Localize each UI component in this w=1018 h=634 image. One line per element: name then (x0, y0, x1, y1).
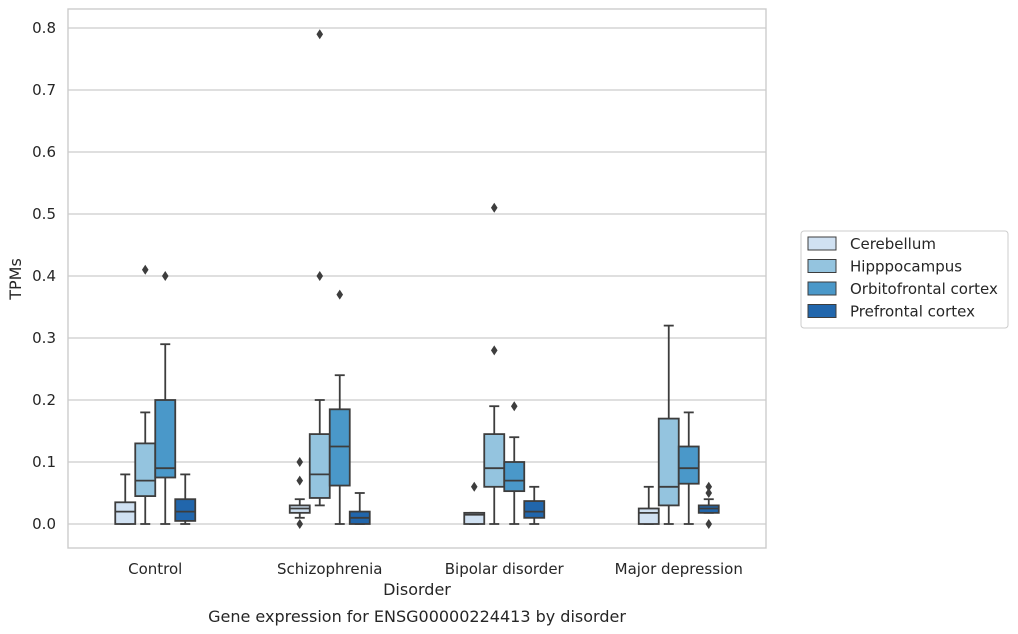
plot-frame (67, 8, 767, 549)
legend-swatch (807, 259, 837, 273)
outlier-point (470, 481, 478, 492)
outlier-point (510, 401, 518, 412)
box-1-0 (134, 264, 157, 525)
box-2-0 (154, 271, 177, 525)
box-3-2 (523, 485, 546, 525)
y-tick-label: 0.0 (32, 515, 56, 533)
box-iqr (114, 501, 137, 525)
legend-label: Prefrontal cortex (850, 303, 975, 321)
outlier-point (296, 475, 304, 486)
y-tick-label: 0.1 (32, 453, 56, 471)
outlier-point (316, 29, 324, 40)
grid-lines (68, 27, 766, 525)
y-tick-label: 0.5 (32, 205, 56, 223)
legend-label: Orbitofrontal cortex (850, 280, 998, 298)
x-tick-label: Bipolar disorder (445, 560, 565, 578)
box-iqr (483, 433, 506, 488)
legend-label: Hipppocampus (850, 258, 962, 276)
box-iqr (503, 461, 526, 493)
outlier-point (705, 519, 713, 529)
legend-swatch (807, 281, 837, 296)
outlier-point (705, 481, 713, 492)
y-tick-label: 0.6 (32, 143, 56, 161)
y-tick-label: 0.4 (32, 267, 56, 285)
box-3-0 (174, 473, 197, 525)
box-iqr (463, 511, 486, 525)
box-1-3 (657, 324, 680, 525)
outlier-point (296, 457, 304, 467)
box-1-2 (483, 202, 506, 525)
x-axis-label: Disorder (383, 580, 451, 599)
outlier-point (490, 345, 498, 356)
y-tick-label: 0.3 (32, 329, 56, 347)
y-tick-label: 0.2 (32, 391, 56, 409)
boxes-layer (114, 29, 720, 529)
box-iqr (154, 399, 177, 479)
box-0-3 (637, 485, 660, 525)
outlier-point (316, 271, 324, 281)
outlier-point (336, 289, 344, 300)
outlier-point (705, 488, 713, 498)
legend-swatch (807, 236, 837, 251)
box-iqr (308, 433, 331, 499)
box-iqr (677, 445, 700, 485)
box-2-1 (328, 289, 351, 525)
y-tick-label: 0.7 (32, 81, 56, 99)
box-0-0 (114, 473, 137, 525)
box-0-2 (463, 481, 486, 525)
outlier-point (296, 519, 304, 529)
box-iqr (523, 500, 546, 519)
y-axis-label: TPMs (6, 258, 25, 301)
legend: Cerebellum Hipppocampus Orbitofrontal cort… (800, 230, 1009, 329)
box-0-1 (288, 457, 311, 529)
legend-frame (800, 230, 1009, 329)
x-tick-label: Control (128, 560, 182, 578)
outlier-point (161, 271, 169, 281)
y-tick-label: 0.8 (32, 19, 56, 37)
box-2-2 (503, 401, 526, 525)
box-3-1 (348, 492, 371, 525)
figure-caption: Gene expression for ENSG00000224413 by d… (208, 607, 626, 626)
legend-swatch (807, 304, 837, 318)
outlier-point (141, 264, 149, 275)
box-iqr (657, 417, 680, 507)
box-iqr (174, 498, 197, 522)
box-iqr (328, 408, 351, 487)
y-tick-labels: 0.0 0.1 0.2 0.3 0.4 0.5 0.6 0.7 0.8 (32, 19, 56, 533)
x-tick-label: Major depression (615, 560, 743, 578)
box-3-3 (697, 481, 720, 529)
box-2-3 (677, 411, 700, 525)
x-tick-labels: Control Schizophrenia Bipolar disorder Majo… (128, 560, 743, 578)
outlier-point (490, 202, 498, 213)
legend-label: Cerebellum (850, 235, 936, 253)
box-iqr (637, 507, 660, 525)
x-tick-label: Schizophrenia (277, 560, 382, 578)
box-1-1 (308, 29, 331, 507)
box-iqr (134, 442, 157, 497)
